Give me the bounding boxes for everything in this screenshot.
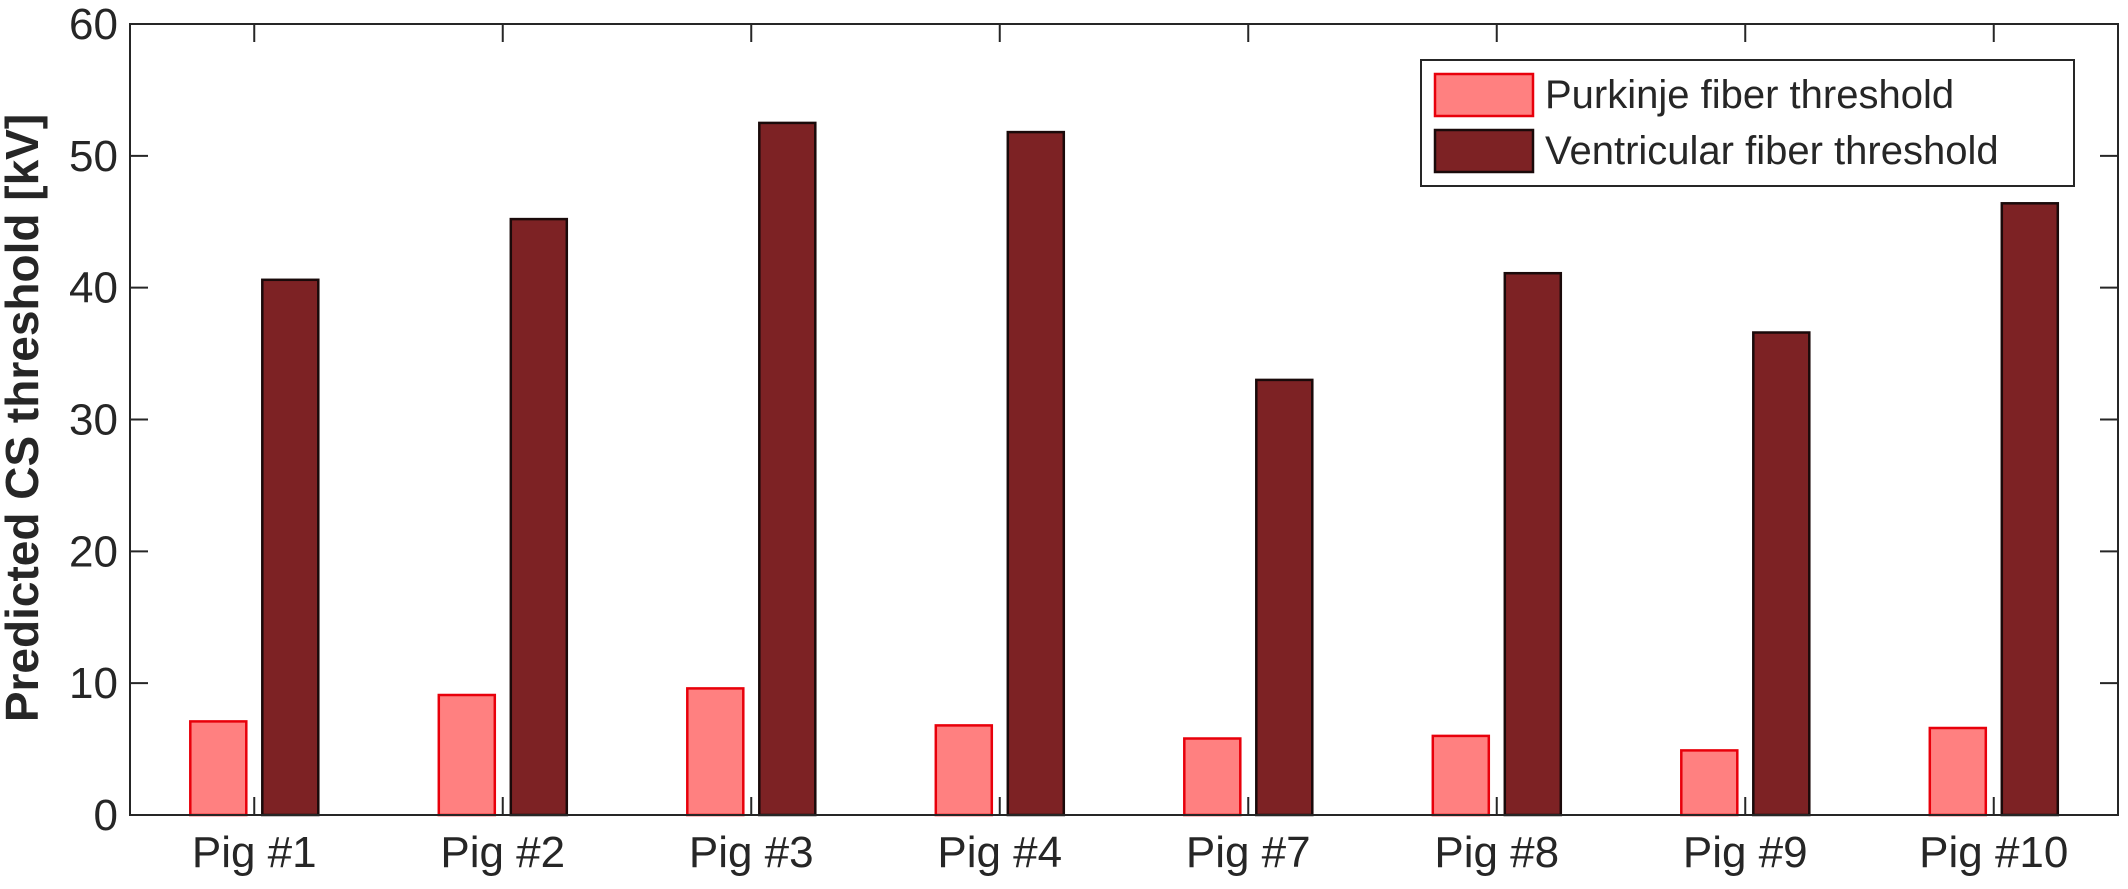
x-tick-label-2: Pig #3	[689, 828, 814, 877]
bar-series-1-6	[1680, 749, 1739, 817]
x-tick-label-1: Pig #2	[440, 828, 565, 877]
legend: Purkinje fiber threshold Ventricular fibe…	[1420, 59, 2075, 187]
bar-series-2-2	[758, 121, 817, 817]
ticks-layer: 0 10 20 30 40 50 60 Pig #1 Pig #2 Pig #3 Pig #4 Pig…	[69, 0, 2118, 877]
bar-series-1-5	[1431, 734, 1491, 817]
bar-series-1-3	[934, 724, 994, 817]
bar-series-2-3	[1006, 130, 1066, 817]
bar-series-2-7	[2000, 202, 2060, 817]
bars-layer	[189, 121, 2060, 817]
bar-series-2-6	[1752, 331, 1811, 817]
bar-series-2-1	[509, 217, 569, 817]
legend-swatch-1	[1433, 72, 1535, 118]
x-tick-label-0: Pig #1	[192, 828, 317, 877]
bar-series-2-5	[1503, 271, 1563, 817]
y-tick-label-3: 30	[69, 396, 118, 445]
y-tick-label-4: 40	[69, 264, 118, 313]
y-tick-label-5: 50	[69, 132, 118, 181]
x-tick-label-3: Pig #4	[937, 828, 1062, 877]
legend-swatch-2	[1433, 128, 1535, 174]
legend-label-2: Ventricular fiber threshold	[1545, 129, 1999, 173]
y-tick-label-6: 60	[69, 0, 118, 49]
bar-series-2-0	[261, 278, 320, 817]
bar-series-1-2	[686, 687, 745, 817]
x-tick-label-5: Pig #8	[1434, 828, 1559, 877]
legend-label-1: Purkinje fiber threshold	[1545, 73, 1954, 117]
x-tick-label-4: Pig #7	[1186, 828, 1311, 877]
y-tick-label-1: 10	[69, 659, 118, 708]
bar-series-1-7	[1928, 726, 1988, 817]
y-tick-label-2: 20	[69, 527, 118, 576]
bar-series-1-1	[437, 693, 497, 817]
x-tick-label-6: Pig #9	[1683, 828, 1808, 877]
bar-series-1-4	[1183, 737, 1242, 817]
y-tick-label-0: 0	[94, 791, 118, 840]
bar-series-2-4	[1255, 378, 1314, 817]
x-tick-label-7: Pig #10	[1919, 828, 2068, 877]
y-axis-label: Predicted CS threshold [kV]	[0, 114, 48, 722]
bar-series-1-0	[189, 720, 248, 817]
